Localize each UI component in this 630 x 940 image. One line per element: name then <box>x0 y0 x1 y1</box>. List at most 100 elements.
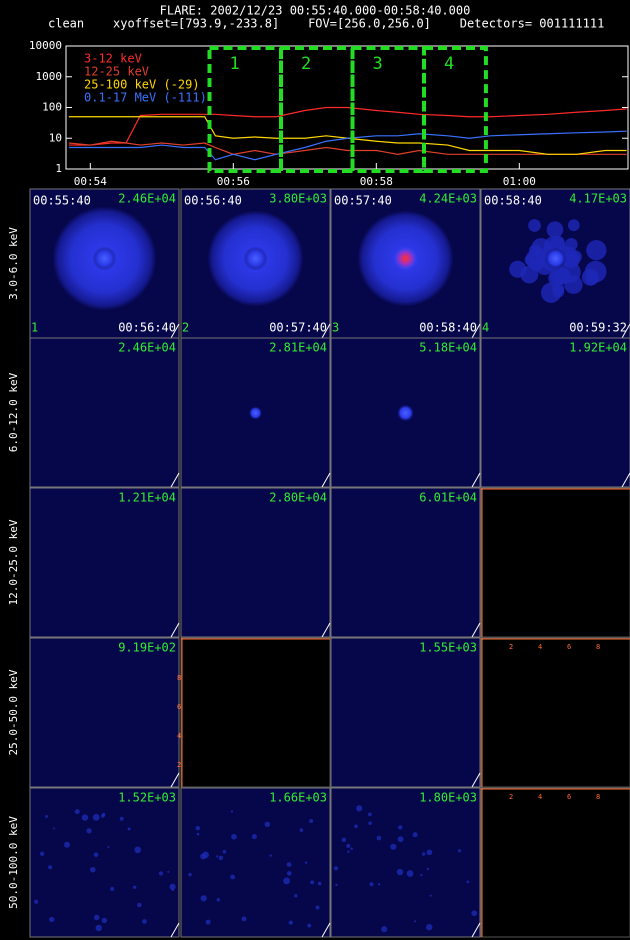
empty-panel <box>180 637 331 788</box>
interval-label: 3 <box>373 54 383 74</box>
peak-value: 1.21E+04 <box>118 491 176 505</box>
peak-value: 5.18E+04 <box>419 341 477 355</box>
legend-entry: 0.1-17 MeV (-111) <box>84 91 207 105</box>
noise-dot <box>309 818 314 824</box>
noise-dot <box>215 855 219 858</box>
noise-dot <box>421 852 426 856</box>
image-blob <box>546 221 564 239</box>
noise-dot <box>49 916 55 923</box>
peak-value: 3.80E+03 <box>269 192 327 206</box>
start-time: 00:55:40 <box>33 194 91 208</box>
noise-dot <box>171 888 175 892</box>
corner-mark <box>170 922 180 938</box>
noise-dot <box>222 849 227 854</box>
x-tick-label: 00:56 <box>217 175 250 188</box>
axis-tick-label: 2 <box>177 761 181 769</box>
legend-entry: 12-25 keV <box>84 65 149 79</box>
noise-dot <box>315 905 320 910</box>
noise-dot <box>376 835 382 841</box>
image-panel <box>330 637 481 788</box>
image-blob <box>509 260 527 278</box>
noise-dot <box>93 914 100 921</box>
noise-dot <box>93 852 99 858</box>
corner-mark <box>321 922 331 938</box>
noise-dot <box>294 894 298 898</box>
end-time: 00:56:40 <box>118 321 176 335</box>
axis-tick-label: 8 <box>596 793 600 801</box>
noise-dot <box>167 870 170 873</box>
legend-entry: 25-100 keV (-29) <box>84 78 200 92</box>
corner-mark <box>321 622 331 638</box>
panel-index: 3 <box>332 321 339 335</box>
noise-dot <box>264 821 271 828</box>
image-blob <box>396 404 415 422</box>
noise-dot <box>335 883 338 887</box>
noise-dot <box>45 815 48 818</box>
panel-index: 2 <box>182 321 189 335</box>
noise-dot <box>457 849 462 853</box>
corner-mark <box>321 472 331 488</box>
light-curve <box>68 130 627 161</box>
y-tick-label: 10 <box>49 131 62 144</box>
peak-value: 9.19E+02 <box>118 641 176 655</box>
corner-mark <box>170 472 180 488</box>
image-blob <box>248 406 263 420</box>
noise-dot <box>304 861 308 864</box>
noise-dot <box>283 877 291 885</box>
noise-dot <box>354 824 358 829</box>
interval-label: 2 <box>301 54 311 74</box>
noise-dot <box>158 871 163 876</box>
noise-dot <box>414 920 417 923</box>
corner-mark <box>621 472 630 488</box>
corner-mark <box>170 622 180 638</box>
start-time: 00:57:40 <box>334 194 392 208</box>
image-blob <box>585 272 599 285</box>
light-curve <box>68 116 627 155</box>
noise-dot <box>107 845 110 849</box>
row-label: 6.0-12.0 keV <box>7 372 20 452</box>
image-panel <box>29 487 180 638</box>
noise-dot <box>188 872 192 877</box>
axis-tick-label: 4 <box>177 732 181 740</box>
image-blob <box>393 246 418 271</box>
y-tick-label: 10000 <box>29 39 62 52</box>
noise-dot <box>356 805 363 812</box>
noise-dot <box>100 814 105 818</box>
noise-dot <box>95 924 102 932</box>
noise-dot <box>269 854 273 857</box>
empty-panel <box>480 637 630 788</box>
noise-dot <box>127 827 131 831</box>
subtitle: clean xyoffset=[793.9,-233.8] FOV=[256.0… <box>48 17 604 31</box>
axis-tick-label: 6 <box>177 703 181 711</box>
noise-dot <box>64 841 70 848</box>
noise-dot <box>34 899 39 904</box>
image-blob <box>530 257 544 272</box>
peak-value: 1.80E+03 <box>419 791 477 805</box>
x-tick-label: 00:54 <box>74 175 107 188</box>
noise-dot <box>230 810 234 813</box>
noise-dot <box>132 885 137 889</box>
noise-dot <box>390 843 397 850</box>
axis-tick-label: 4 <box>538 793 542 801</box>
noise-dot <box>317 881 322 886</box>
noise-dot <box>52 827 55 830</box>
end-time: 00:58:40 <box>419 321 477 335</box>
corner-mark <box>471 622 481 638</box>
image-panel <box>29 637 180 788</box>
legend-entry: 3-12 keV <box>84 52 142 66</box>
noise-dot <box>377 883 381 886</box>
noise-dot <box>381 926 388 933</box>
end-time: 00:59:32 <box>569 321 627 335</box>
y-tick-label: 1000 <box>36 70 63 83</box>
time-interval <box>422 46 488 173</box>
noise-dot <box>397 836 404 843</box>
noise-dot <box>286 871 292 876</box>
image-panel <box>330 787 481 938</box>
empty-panel <box>480 487 630 638</box>
noise-dot <box>412 832 418 838</box>
noise-dot <box>466 880 470 884</box>
noise-dot <box>119 816 124 821</box>
corner-mark <box>471 772 481 788</box>
noise-dot <box>48 865 53 870</box>
noise-dot <box>40 851 45 856</box>
